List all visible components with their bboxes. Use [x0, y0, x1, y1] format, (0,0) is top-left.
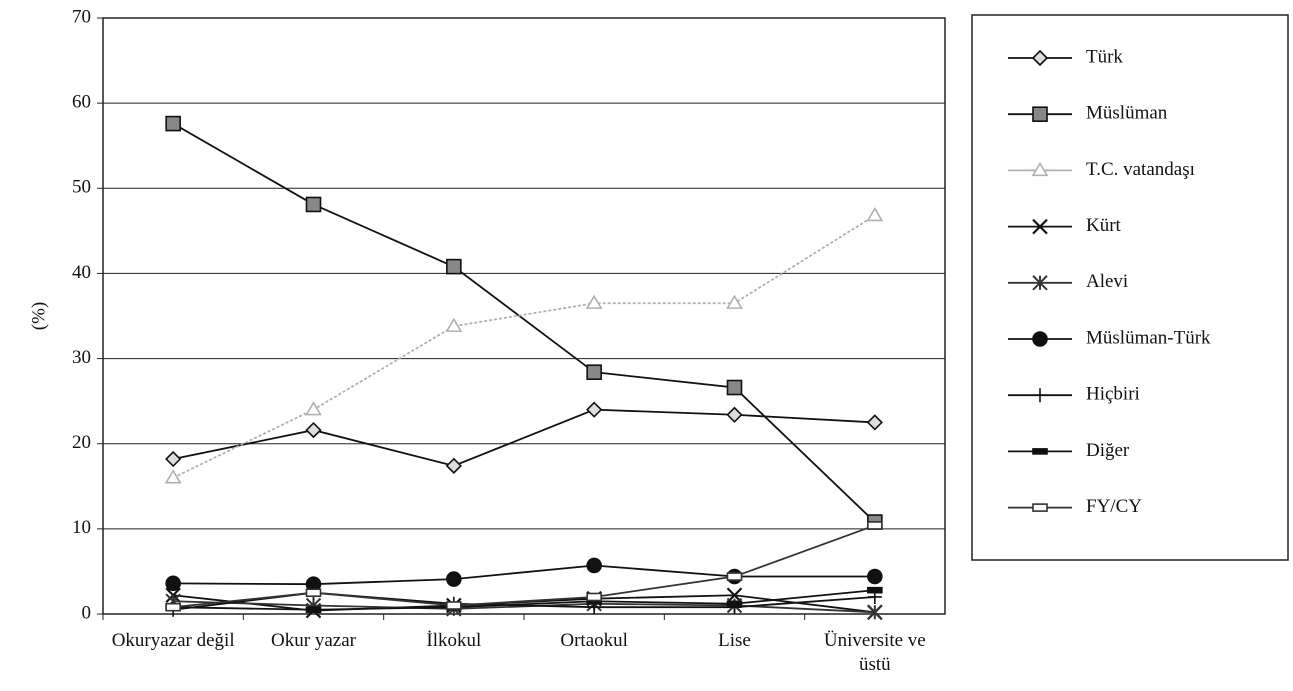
legend-marker: [1032, 106, 1048, 122]
y-tick-label: 50: [72, 177, 91, 198]
legend-marker: [1032, 331, 1048, 347]
legend-marker: [1031, 49, 1049, 67]
data-point: [446, 601, 462, 610]
data-point: [726, 406, 743, 423]
data-point: [585, 294, 603, 309]
data-point: [305, 196, 322, 213]
legend-label: Müslüman-Türk: [1086, 327, 1211, 348]
x-tick-label: Üniversite ve üstü: [823, 630, 926, 675]
data-point: [305, 401, 322, 416]
data-point: [867, 586, 883, 594]
legend-label: FY/CY: [1086, 496, 1142, 517]
data-point: [586, 557, 602, 574]
legend-label: Türk: [1086, 46, 1123, 67]
series-line: [172, 214, 876, 479]
y-tick-label: 0: [82, 602, 92, 623]
data-point: [164, 469, 182, 484]
y-tick-label: 60: [72, 92, 91, 113]
data-point: [165, 602, 181, 612]
x-tick-label: Ortaokul: [560, 630, 628, 651]
legend-label: Diğer: [1086, 440, 1130, 461]
legend-label: Hiçbiri: [1086, 384, 1140, 405]
series-line: [173, 589, 875, 611]
data-point: [586, 364, 602, 380]
data-point: [445, 317, 463, 332]
legend-label: T.C. vatandaşı: [1086, 159, 1195, 180]
x-tick-label: Okuryazar değil: [111, 630, 235, 651]
data-point: [305, 588, 322, 598]
data-point: [165, 575, 181, 592]
x-tick-label: Lise: [718, 630, 751, 651]
y-tick-label: 30: [72, 347, 91, 368]
legend-marker: [1032, 503, 1048, 512]
x-tick-label: Okur yazar: [271, 630, 356, 651]
data-point: [726, 379, 743, 396]
legend-box: [971, 14, 1289, 561]
legend-marker: [1031, 161, 1049, 177]
data-point: [445, 457, 462, 474]
series-line: [173, 564, 875, 586]
data-point: [446, 571, 462, 587]
series-line: [173, 524, 876, 609]
data-point: [866, 206, 884, 222]
data-point: [305, 421, 322, 439]
data-point: [726, 572, 743, 581]
data-point: [165, 450, 182, 468]
data-point: [586, 592, 602, 602]
data-point: [586, 401, 603, 418]
data-point: [866, 414, 883, 431]
legend-label: Alevi: [1086, 271, 1128, 292]
series-line: [172, 408, 875, 467]
legend-marker: [1032, 275, 1048, 291]
data-point: [867, 604, 883, 621]
data-point: [867, 568, 883, 585]
data-point: [867, 521, 883, 530]
data-point: [165, 115, 181, 132]
legend-marker: [1033, 388, 1047, 403]
y-tick-label: 20: [72, 432, 91, 453]
plot-frame: [102, 17, 946, 615]
legend-label: Müslüman: [1086, 103, 1168, 124]
legend-marker: [1032, 218, 1048, 235]
x-tick-label: İlkokul: [426, 630, 482, 651]
data-point: [305, 606, 322, 614]
legend-marker: [1032, 448, 1048, 455]
series-line: [172, 122, 876, 523]
data-point: [446, 258, 462, 275]
y-tick-label: 40: [72, 262, 91, 283]
data-point: [726, 294, 743, 309]
y-tick-label: 70: [72, 6, 91, 27]
data-point: [726, 600, 743, 608]
legend-label: Kürt: [1086, 215, 1122, 236]
y-axis-label: (%): [28, 302, 49, 330]
y-tick-label: 10: [72, 517, 91, 538]
